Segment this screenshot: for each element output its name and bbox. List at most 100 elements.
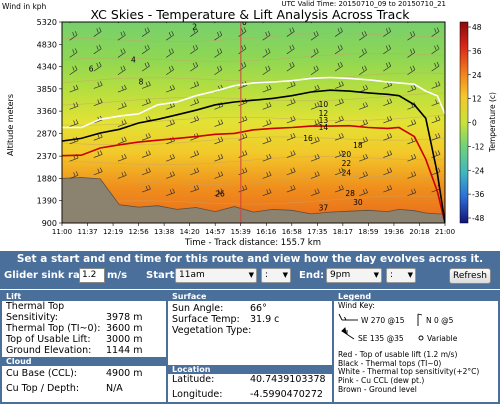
- wind-barb-flag: [220, 188, 224, 193]
- wind-barb-flag: [268, 102, 272, 107]
- wind-barb-flag: [389, 184, 393, 190]
- wind-barb-shaft: [262, 175, 272, 179]
- wind-barb-flag: [411, 172, 414, 177]
- wind-barb-flag: [169, 103, 172, 108]
- legend-header: Legend: [334, 292, 498, 301]
- wind-barb-shaft: [238, 171, 248, 176]
- wind-barb-shaft: [407, 175, 417, 179]
- wind-barb-flag: [196, 98, 200, 103]
- wind-barb-flag: [292, 132, 296, 138]
- wind-barb-flag: [121, 172, 124, 177]
- wind-barb-icon: [334, 81, 344, 89]
- lift-key: Top of Usable Lift:: [6, 334, 91, 345]
- wind-barb-shaft: [214, 52, 223, 58]
- wind-barb-shaft: [431, 119, 441, 124]
- wind-barb-flag: [244, 132, 248, 138]
- wind-barb-flag: [148, 184, 151, 190]
- wind-barb-shaft: [214, 69, 223, 76]
- wind-barb-flag: [243, 27, 247, 32]
- wind-barb-icon: [431, 44, 440, 55]
- wind-barb-icon: [117, 153, 127, 162]
- wind-barb-flag: [75, 84, 79, 90]
- end-hour-select[interactable]: 9pm ▼: [326, 268, 382, 283]
- wind-barb-flag: [292, 115, 296, 121]
- wind-barb-shaft: [238, 48, 247, 55]
- refresh-button[interactable]: Refresh: [449, 268, 491, 284]
- wind-barb-shaft: [407, 105, 417, 110]
- wind-barb-flag: [266, 103, 269, 108]
- contour-annotation: 13: [319, 116, 329, 125]
- wind-barb-flag: [266, 154, 269, 160]
- wind-barb-flag: [97, 151, 100, 156]
- x-axis-label: Time - Track distance: 155.7 km: [184, 238, 321, 248]
- wind-barb-shaft: [431, 31, 440, 37]
- wind-barb-icon: [165, 30, 174, 41]
- wind-barb-shaft: [383, 171, 392, 176]
- wind-barb-flag: [73, 103, 76, 108]
- start-hour-select[interactable]: 11am ▼: [175, 268, 257, 283]
- wind-barb-shaft: [431, 48, 440, 55]
- wind-barb-shaft: [166, 192, 175, 197]
- wind-barb-shaft: [286, 84, 296, 89]
- wind-barb-shaft: [383, 188, 392, 193]
- end-minute-select[interactable]: : ▼: [386, 268, 416, 283]
- wind-barb-icon: [407, 171, 417, 179]
- wind-barb-shaft: [141, 102, 151, 107]
- wind-barb-flag: [172, 188, 175, 193]
- isotherm-line: [62, 72, 445, 84]
- wind-barb-shaft: [93, 119, 103, 124]
- chart-title: XC Skies - Temperature & Lift Analysis A…: [91, 7, 411, 22]
- wind-key-w4: Variable: [427, 334, 458, 343]
- wind-barb-icon: [93, 98, 103, 107]
- wind-barb-flag: [435, 11, 437, 15]
- wind-barb-flag: [314, 189, 317, 194]
- wind-barb-flag: [413, 153, 417, 159]
- wind-barb-shaft: [117, 88, 127, 93]
- wind-barb-flag: [338, 168, 341, 173]
- wind-barb-flag: [145, 134, 148, 139]
- wind-barb-flag: [338, 82, 341, 87]
- contour-annotation: 14: [319, 123, 329, 132]
- wind-barb-flag: [268, 153, 272, 159]
- wind-barb-flag: [218, 137, 221, 142]
- wind-barb-flag: [436, 27, 440, 32]
- wind-barb-flag: [411, 189, 414, 194]
- legend-line-black: Black - Thermal tops (TI~0): [338, 358, 442, 368]
- x-tick-label: 15:39: [231, 228, 251, 236]
- wind-barb-icon: [166, 153, 175, 162]
- wind-barb-icon: [262, 84, 272, 93]
- wind-barb-flag: [268, 136, 272, 141]
- wind-barb-flag: [292, 150, 296, 155]
- wind-barb-flag: [292, 98, 296, 103]
- wind-barb-flag: [123, 30, 126, 36]
- wind-barb-flag: [290, 116, 293, 121]
- colorbar-tick-label: -24: [472, 166, 484, 175]
- surface-key: Sun Angle:: [172, 303, 224, 314]
- wind-barb-flag: [120, 31, 123, 37]
- wind-barb-flag: [290, 134, 293, 139]
- wind-barb-icon: [262, 30, 271, 41]
- wind-barb-icon: [166, 188, 175, 197]
- wind-barb-flag: [147, 27, 150, 32]
- wind-barb-flag: [337, 28, 340, 33]
- wind-barb-shaft: [407, 52, 416, 58]
- wind-barb-icon: [117, 84, 127, 93]
- wind-barb-icon: [334, 132, 344, 141]
- wind-barb-flag: [361, 31, 364, 37]
- wind-barb-icon: [190, 61, 199, 72]
- wind-barb-shaft: [214, 123, 224, 127]
- start-minute-select[interactable]: : ▼: [261, 268, 291, 283]
- wind-barb-flag: [99, 98, 103, 103]
- sink-rate-input[interactable]: 1.2: [79, 268, 105, 283]
- legend-panel: Legend Wind Key: W 270 @15 N 0 @5 SE 135…: [334, 292, 498, 402]
- wind-barb-icon: [190, 98, 200, 107]
- wind-barb-icon: [238, 27, 247, 37]
- wind-barb-shaft: [69, 123, 79, 127]
- wind-barb-flag: [411, 120, 414, 125]
- wind-barb-shaft: [141, 171, 151, 176]
- wind-barb-flag: [218, 120, 221, 125]
- wind-barb-flag: [123, 65, 126, 70]
- wind-barb-flag: [362, 189, 365, 194]
- start-hour-value: 11am: [179, 270, 205, 280]
- cloud-value: 4900 m: [106, 368, 143, 379]
